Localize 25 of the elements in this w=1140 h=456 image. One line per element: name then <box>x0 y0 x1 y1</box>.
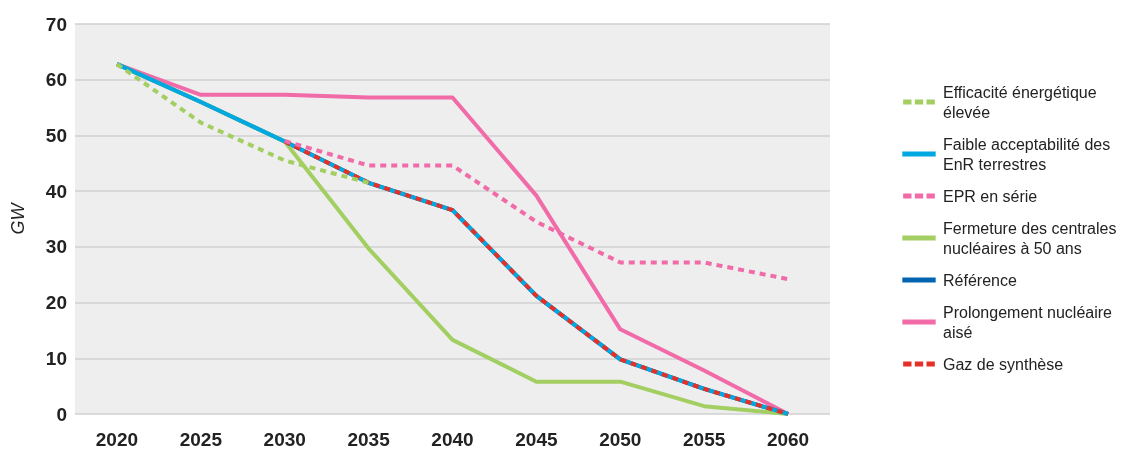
x-tick-label: 2050 <box>599 429 642 450</box>
legend-label: Gaz de synthèse <box>943 355 1064 373</box>
x-tick-label: 2025 <box>179 429 223 450</box>
x-tick-label: 2040 <box>431 429 474 450</box>
x-tick-label: 2020 <box>95 429 139 450</box>
x-tick-label: 2030 <box>263 429 306 450</box>
y-tick-label: 30 <box>45 236 67 258</box>
x-tick-label: 2045 <box>515 429 558 450</box>
legend-label: Faible acceptabilité des EnR terrestres <box>943 135 1115 173</box>
x-tick-label: 2055 <box>683 429 726 450</box>
y-axis-title: GW <box>8 201 28 235</box>
legend-label: EPR en série <box>943 187 1038 205</box>
x-tick-label: 2035 <box>347 429 391 450</box>
y-tick-label: 20 <box>45 292 67 314</box>
legend-label: Prolongement nucléaire aisé <box>943 303 1117 341</box>
y-tick-label: 50 <box>45 124 67 146</box>
y-tick-label: 40 <box>45 180 67 202</box>
y-tick-label: 10 <box>45 347 67 369</box>
y-tick-label: 60 <box>45 69 67 91</box>
legend-label: Référence <box>943 271 1017 289</box>
y-tick-label: 70 <box>45 13 67 35</box>
y-tick-label: 0 <box>56 403 67 425</box>
legend-label: Efficacité énergétique élevée <box>943 83 1102 121</box>
x-tick-label: 2060 <box>766 429 810 450</box>
legend-label: Fermeture des centrales nucléaires à 50 ans <box>943 219 1121 257</box>
